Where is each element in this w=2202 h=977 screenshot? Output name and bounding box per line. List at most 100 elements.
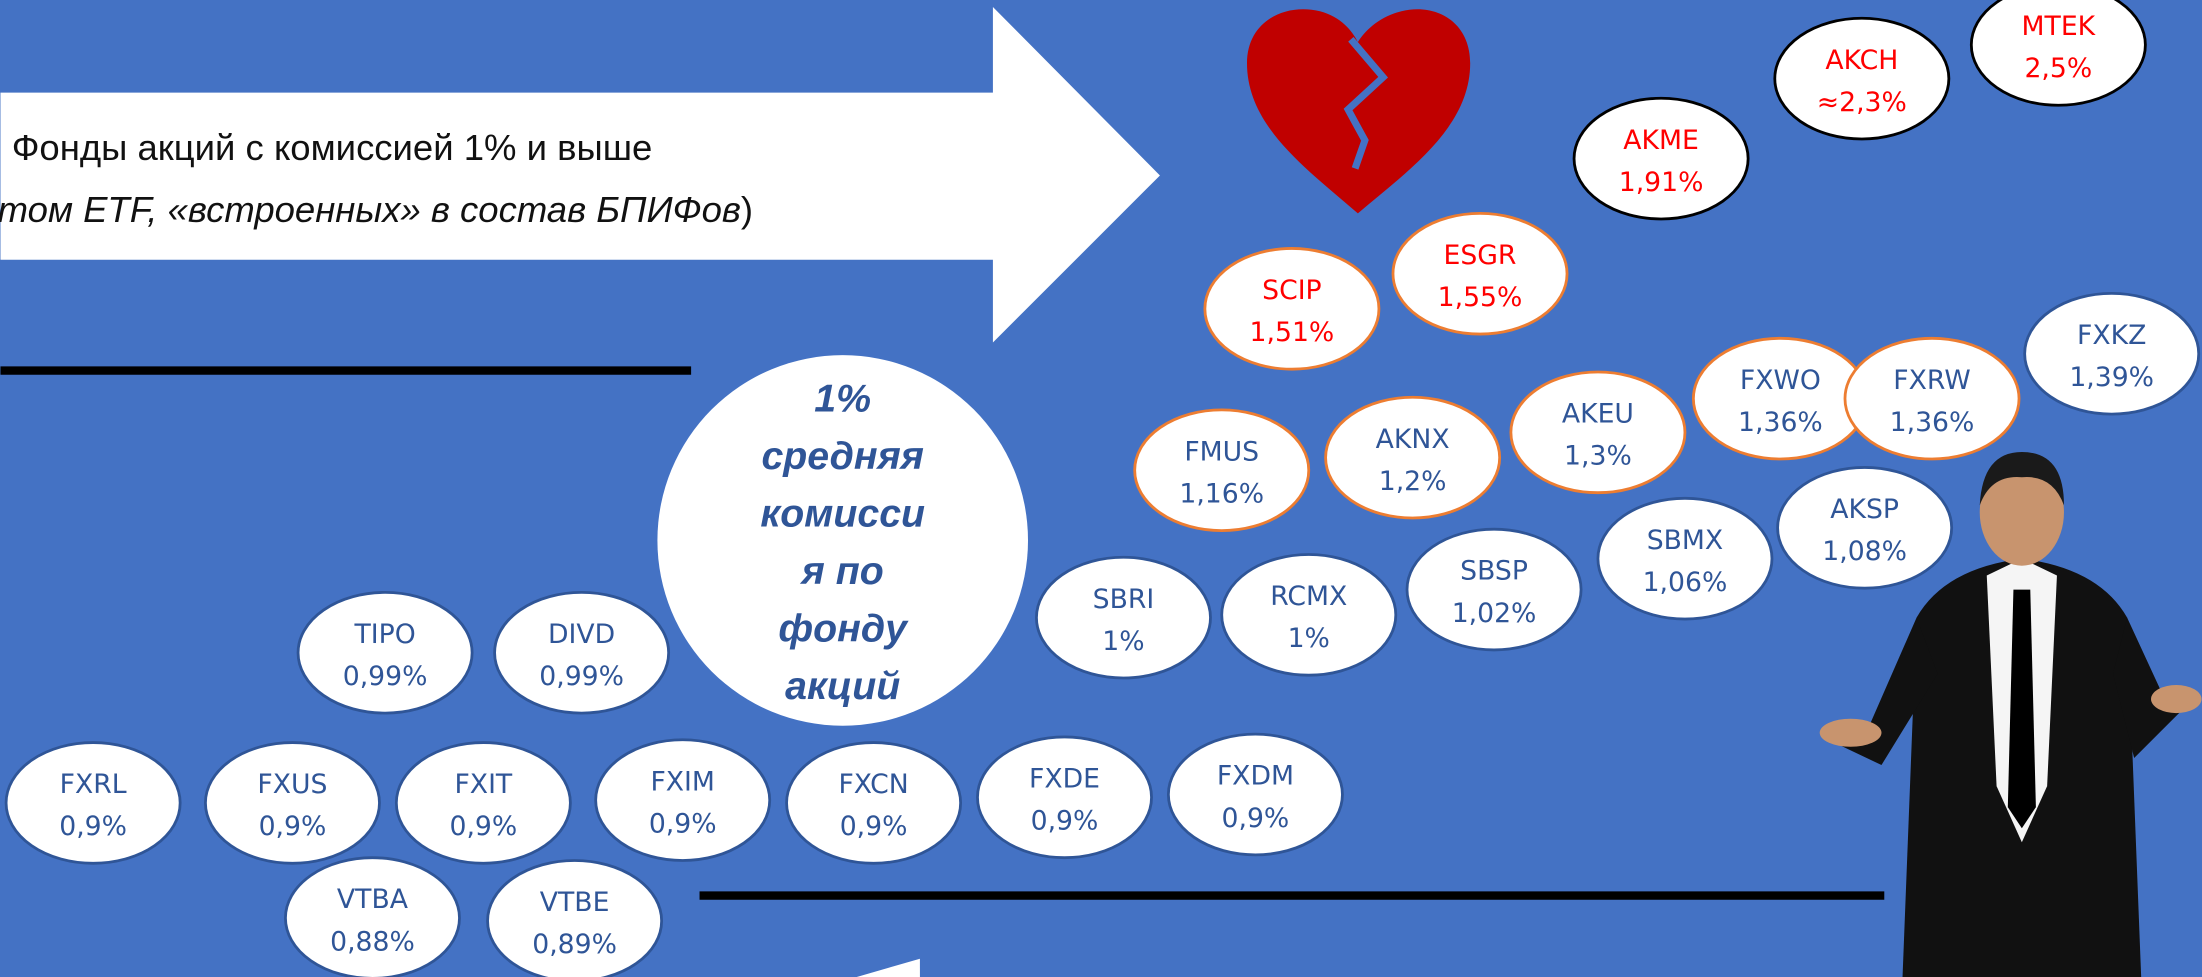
bubble-name: FXDM [1217,761,1294,792]
bubble: SCIP1,51% [1205,248,1379,369]
bubble-fee: 1% [1288,623,1330,654]
bubble-fee: 0,89% [532,929,617,960]
bubble: FXRL 0,9% [6,743,180,864]
bubble-shape [1036,557,1210,678]
bubble-fee: 1,55% [1438,282,1523,313]
bubble-shape [285,858,459,977]
bubble-name: FXKZ [2077,320,2146,351]
bubble-fee: 1,02% [1452,598,1537,629]
left-hand [1820,719,1882,747]
bubble-fee: 0,9% [59,811,127,842]
bubble-fee: 1,3% [1564,441,1632,472]
bubble-name: FXRW [1893,365,1970,396]
bubble-name: FXIT [454,769,512,800]
bubble-name: FXWO [1740,365,1821,396]
bubble-shape [1168,734,1342,855]
bubble-name: VTBA [337,884,409,915]
bubble-fee: 1,36% [1738,407,1823,438]
bubble-fee: 1,2% [1379,466,1447,497]
bubble-fee: 0,99% [539,661,624,692]
bubble-shape [1407,529,1581,650]
bubble: FXDE0,9% [977,737,1151,858]
bubble-shape [596,740,770,861]
bubble-name: AKNX [1376,424,1450,455]
bubble-shape [1778,467,1952,588]
bubble: MTEK 2,5% [1971,0,2145,105]
bubble-name: FXRL [60,769,127,800]
bubble-name: FXCN [838,769,908,800]
center-line: я по [800,549,884,593]
bubble: AKME 1,91% [1574,98,1748,219]
bubble-fee: 1,16% [1179,479,1264,510]
center-line: комисси [760,491,925,535]
bubble-name: FXUS [257,769,327,800]
bubble-name: AKEU [1562,399,1634,430]
bubble-shape [1326,397,1500,518]
bubble-fee: 1,06% [1643,567,1728,598]
bubble-name: AKME [1623,125,1699,156]
bubble-name: MTEK [2022,11,2097,42]
bubble: TIPO 0,99% [298,592,472,713]
bubble-fee: 0,88% [330,926,415,957]
bubble-shape [1693,338,1867,459]
bubble: SBMX 1,06% [1598,498,1772,619]
bubble: SBSP1,02% [1407,529,1581,650]
bubble-name: DIVD [548,619,615,650]
bubble: FXUS 0,9% [205,743,379,864]
bubble-shape [1574,98,1748,219]
bubble-name: SBMX [1647,525,1723,556]
bubble-name: SCIP [1262,275,1321,306]
header-line2: том ETF, «встроенных» в состав БПИФов) [0,189,753,230]
bubble: VTBA 0,88% [285,858,459,977]
bubble-name: AKCH [1825,45,1898,76]
bubble: AKCH≈2,3% [1775,18,1949,139]
bubble: FXWO 1,36% [1693,338,1867,459]
bubble-fee: 1,91% [1619,167,1704,198]
bubble-shape [1845,338,2019,459]
bubble-shape [1222,554,1396,675]
bubble-fee: 1,08% [1822,536,1907,567]
right-hand [2151,685,2202,713]
bubble-shape [1135,410,1309,531]
bubble-name: SBRI [1093,584,1155,615]
bubble: FXIT 0,9% [396,743,570,864]
header-line2-end: ) [741,189,753,230]
center-line: 1% [814,376,871,420]
bubble-shape [1205,248,1379,369]
header-line1: Фонды акций с комиссией 1% и выше [12,127,653,168]
bubble-shape [205,743,379,864]
slide: Фонды акций с комиссией 1% и выше том ET… [0,0,2202,977]
bubble: FXKZ 1,39% [2025,293,2199,414]
bubble-name: RCMX [1270,581,1347,612]
bubble: AKNX 1,2% [1326,397,1500,518]
bubble: AKEU 1,3% [1511,372,1685,493]
bubble-fee: 1,39% [2069,362,2154,393]
bubble-shape [977,737,1151,858]
bubble-fee: 0,9% [649,808,717,839]
bubble-shape [298,592,472,713]
bubble: AKSP 1,08% [1778,467,1952,588]
bubble-fee: 0,9% [1031,806,1099,837]
bubble-shape [2025,293,2199,414]
bubble-fee: 1% [1102,626,1144,657]
bubble-shape [787,743,961,864]
bubble-fee: 0,99% [343,661,428,692]
bubble-shape [495,592,669,713]
header-line2-main: том ETF, «встроенных» в состав БПИФов [0,189,741,230]
bubble-name: TIPO [353,619,415,650]
bubble-name: ESGR [1444,240,1517,271]
bubble: ESGR 1,55% [1393,213,1567,334]
bubble: SBRI 1% [1036,557,1210,678]
bubble-fee: 0,9% [259,811,327,842]
bubble: RCMX 1% [1222,554,1396,675]
bubble-name: AKSP [1830,494,1899,525]
bubble: DIVD 0,99% [495,592,669,713]
bubble-fee: 2,5% [2024,53,2092,84]
bubble-fee: 0,9% [449,811,517,842]
